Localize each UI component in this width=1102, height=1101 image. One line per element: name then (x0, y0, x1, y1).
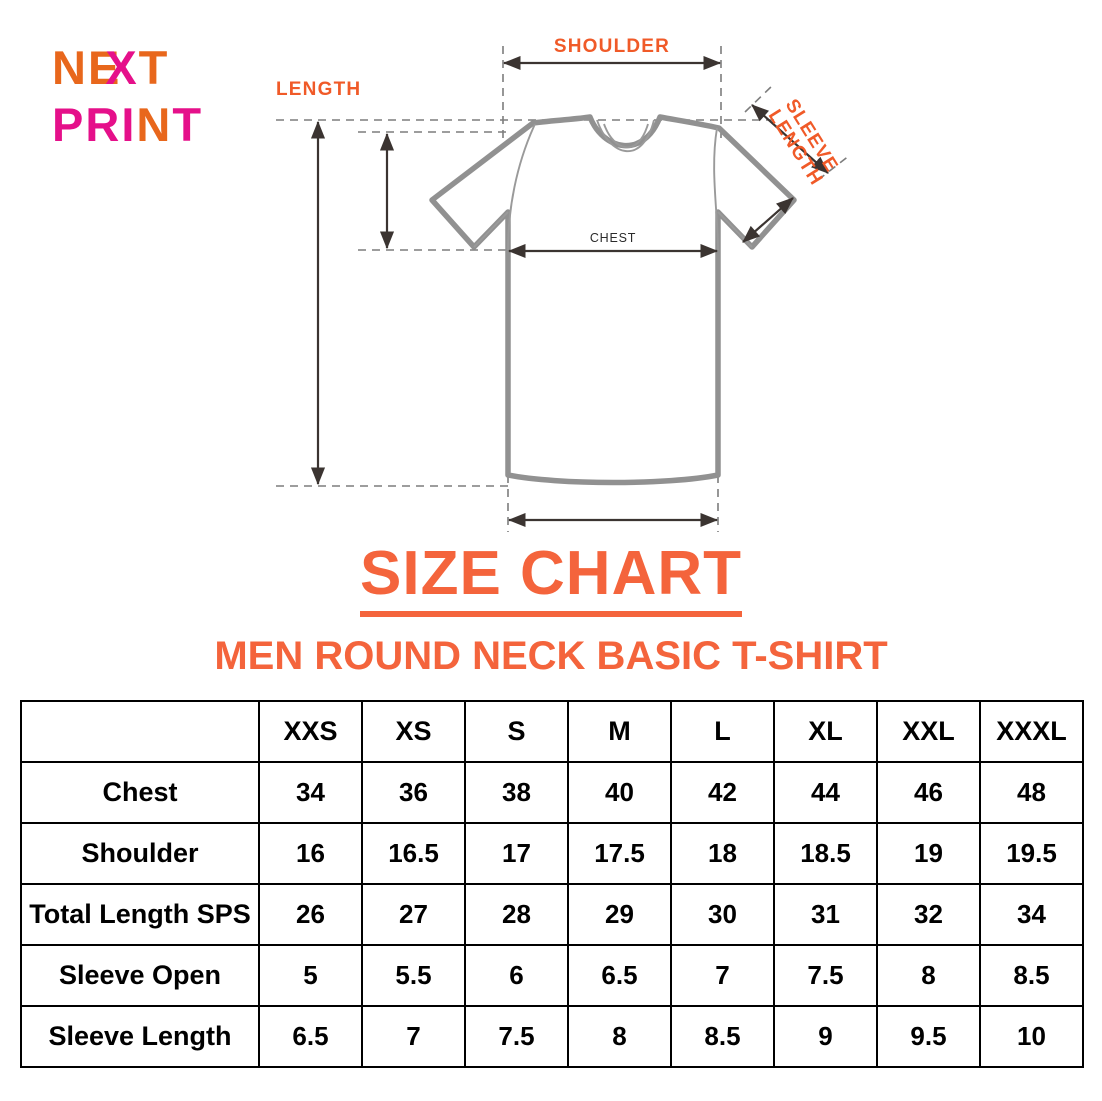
cell-shoulder-xxxl: 19.5 (979, 822, 1084, 885)
cell-chest-s: 38 (464, 761, 569, 824)
cell-sleeve-length-xs: 7 (361, 1005, 466, 1068)
size-table-container: XXS XS S M L XL XXL XXXL Chest 34 36 38 … (20, 700, 1084, 1068)
table-header-row: XXS XS S M L XL XXL XXXL (20, 700, 1084, 763)
cell-sleeve-length-m: 8 (567, 1005, 672, 1068)
cell-sleeve-open-xxs: 5 (258, 944, 363, 1007)
cell-shoulder-l: 18 (670, 822, 775, 885)
cell-total-length-xxxl: 34 (979, 883, 1084, 946)
size-header-m: M (567, 700, 672, 763)
cell-sleeve-open-xl: 7.5 (773, 944, 878, 1007)
cell-chest-xxs: 34 (258, 761, 363, 824)
size-header-xxxl: XXXL (979, 700, 1084, 763)
cell-shoulder-xs: 16.5 (361, 822, 466, 885)
cell-sleeve-open-l: 7 (670, 944, 775, 1007)
cell-sleeve-open-m: 6.5 (567, 944, 672, 1007)
logo-letter-t1: T (138, 41, 170, 94)
row-label-total-length-sps: Total Length SPS (20, 883, 260, 946)
cell-sleeve-open-xxl: 8 (876, 944, 981, 1007)
cell-total-length-xs: 27 (361, 883, 466, 946)
row-label-shoulder: Shoulder (20, 822, 260, 885)
cell-sleeve-length-xxl: 9.5 (876, 1005, 981, 1068)
row-label-sleeve-open: Sleeve Open (20, 944, 260, 1007)
logo-text-print: PRINT (52, 101, 282, 148)
cell-total-length-xxs: 26 (258, 883, 363, 946)
sleeve-open-arrow (742, 197, 794, 243)
brand-logo: NEXT PRINT (52, 44, 282, 164)
tshirt-outline (429, 114, 797, 486)
page-title: SIZE CHART (0, 543, 1102, 617)
logo-letter-e: E (87, 41, 122, 94)
cell-chest-l: 42 (670, 761, 775, 824)
cell-shoulder-s: 17 (464, 822, 569, 885)
table-corner-cell (20, 700, 260, 763)
sleeve-length-label: SLEEVE LENGTH (764, 96, 842, 190)
table-row: Chest 34 36 38 40 42 44 46 48 (20, 761, 1084, 824)
cell-shoulder-xxs: 16 (258, 822, 363, 885)
cell-chest-xs: 36 (361, 761, 466, 824)
cell-total-length-xl: 31 (773, 883, 878, 946)
sleeve-length-arrow (751, 104, 829, 174)
logo-letter-t2: T (172, 98, 204, 151)
logo-letter-n1: N (52, 41, 88, 94)
logo-letter-n2: N (136, 98, 173, 151)
table-row: Sleeve Open 5 5.5 6 6.5 7 7.5 8 8.5 (20, 944, 1084, 1007)
dimension-arrows (310, 55, 829, 528)
size-header-s: S (464, 700, 569, 763)
logo-text-next: NEXT (52, 44, 282, 91)
cell-total-length-l: 30 (670, 883, 775, 946)
cell-sleeve-length-xxs: 6.5 (258, 1005, 363, 1068)
cell-sleeve-length-s: 7.5 (464, 1005, 569, 1068)
cell-shoulder-xl: 18.5 (773, 822, 878, 885)
logo-letter-i: I (121, 98, 137, 151)
logo-letter-r: R (85, 98, 122, 151)
cell-chest-m: 40 (567, 761, 672, 824)
size-header-xl: XL (773, 700, 878, 763)
size-header-xxl: XXL (876, 700, 981, 763)
table-row: Total Length SPS 26 27 28 29 30 31 32 34 (20, 883, 1084, 946)
cell-total-length-m: 29 (567, 883, 672, 946)
neckline-detail (596, 119, 655, 153)
cell-sleeve-open-xxxl: 8.5 (979, 944, 1084, 1007)
cell-chest-xxxl: 48 (979, 761, 1084, 824)
cell-shoulder-xxl: 19 (876, 822, 981, 885)
tshirt-technical-diagram: LENGTH SHOULDER CHEST SLEEVE LENGTH (258, 20, 878, 550)
cell-sleeve-length-l: 8.5 (670, 1005, 775, 1068)
cell-total-length-s: 28 (464, 883, 569, 946)
cell-shoulder-m: 17.5 (567, 822, 672, 885)
cell-chest-xxl: 46 (876, 761, 981, 824)
shoulder-label: SHOULDER (554, 36, 670, 57)
cell-sleeve-length-xl: 9 (773, 1005, 878, 1068)
size-header-l: L (670, 700, 775, 763)
table-row: Sleeve Length 6.5 7 7.5 8 8.5 9 9.5 10 (20, 1005, 1084, 1068)
row-label-chest: Chest (20, 761, 260, 824)
table-row: Shoulder 16 16.5 17 17.5 18 18.5 19 19.5 (20, 822, 1084, 885)
size-header-xs: XS (361, 700, 466, 763)
chest-label: CHEST (590, 231, 636, 245)
product-subtitle: MEN ROUND NECK BASIC T-SHIRT (214, 634, 888, 678)
cell-sleeve-open-xs: 5.5 (361, 944, 466, 1007)
row-label-sleeve-length: Sleeve Length (20, 1005, 260, 1068)
size-table: XXS XS S M L XL XXL XXXL Chest 34 36 38 … (20, 700, 1084, 1068)
armhole-seams (507, 123, 719, 251)
size-header-xxs: XXS (258, 700, 363, 763)
page-title-text: SIZE CHART (360, 543, 742, 617)
length-label: LENGTH (276, 79, 361, 100)
cell-total-length-xxl: 32 (876, 883, 981, 946)
cell-sleeve-length-xxxl: 10 (979, 1005, 1084, 1068)
logo-letter-x: X (105, 41, 139, 94)
cell-chest-xl: 44 (773, 761, 878, 824)
logo-letter-p: P (52, 98, 86, 151)
cell-sleeve-open-s: 6 (464, 944, 569, 1007)
